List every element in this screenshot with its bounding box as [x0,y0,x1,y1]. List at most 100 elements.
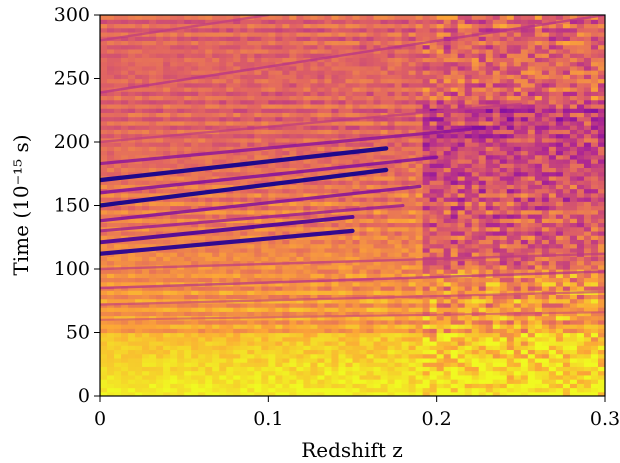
heatmap-cell [415,146,424,152]
heatmap-cell [191,86,199,92]
heatmap-cell [415,353,424,359]
heatmap-cell [450,247,459,253]
heatmap-cell [324,154,333,160]
heatmap-cell [366,116,375,122]
heatmap-cell [415,374,424,380]
heatmap-cell [121,311,129,317]
heatmap-cell [142,273,150,279]
heatmap-cell [212,307,220,312]
heatmap-cell [240,70,248,75]
heatmap-cell [240,349,248,355]
heatmap-cell [303,36,312,41]
heatmap-cell [191,277,199,283]
heatmap-cell [268,307,276,312]
heatmap-cell [408,277,417,283]
heatmap-cell [317,357,326,363]
heatmap-cell [107,95,115,101]
heatmap-cell [212,167,220,173]
heatmap-cell [240,222,248,228]
heatmap-cell [191,362,199,367]
heatmap-cell [450,15,459,20]
heatmap-cell [156,366,164,372]
heatmap-cell [373,150,382,156]
heatmap-cell [436,99,445,105]
heatmap-cell [219,154,227,160]
heatmap-cell [471,112,480,118]
heatmap-cell [443,213,452,219]
heatmap-cell [219,324,227,329]
heatmap-cell [240,332,248,338]
heatmap-cell [289,57,297,63]
heatmap-cell [282,142,290,147]
heatmap-cell [345,264,354,270]
heatmap-cell [443,239,452,245]
heatmap-cell [191,108,199,113]
heatmap-cell [352,235,361,240]
heatmap-cell [324,137,333,143]
heatmap-cell [352,70,361,75]
heatmap-cell [345,53,354,58]
heatmap-cell [394,175,403,181]
heatmap-cell [184,36,192,41]
heatmap-cell [170,57,178,63]
heatmap-cell [226,192,234,198]
heatmap-cell [331,137,340,143]
heatmap-cell [401,319,410,325]
heatmap-cell [296,184,304,190]
heatmap-cell [156,345,164,351]
heatmap-cell [443,133,452,139]
heatmap-cell [135,294,143,300]
heatmap-cell [401,120,410,126]
heatmap-cell [268,218,276,224]
heatmap-cell [149,44,157,50]
heatmap-cell [457,163,466,168]
heatmap-cell [247,197,255,202]
heatmap-cell [345,256,354,262]
heatmap-cell [401,48,410,54]
heatmap-cell [233,48,241,54]
heatmap-cell [422,222,431,228]
heatmap-cell [135,180,143,185]
heatmap-cell [457,336,466,342]
heatmap-cell [450,290,459,295]
heatmap-cell [296,205,304,211]
heatmap-cell [387,167,396,173]
heatmap-cell [394,226,403,232]
heatmap-cell [380,82,389,88]
heatmap-cell [366,61,375,67]
heatmap-cell [401,61,410,67]
heatmap-cell [289,167,297,173]
heatmap-cell [317,70,326,75]
heatmap-cell [401,387,410,393]
heatmap-cell [163,70,171,75]
heatmap-cell [142,209,150,215]
heatmap-cell [100,345,108,351]
heatmap-cell [247,44,255,50]
heatmap-cell [205,311,213,317]
heatmap-cell [289,40,297,46]
heatmap-cell [282,108,290,113]
heatmap-cell [128,298,136,304]
heatmap-cell [352,82,361,88]
heatmap-cell [282,379,290,384]
heatmap-cell [338,167,347,173]
heatmap-cell [205,302,213,308]
heatmap-cell [163,44,171,50]
heatmap-cell [324,95,333,101]
heatmap-cell [331,285,340,291]
heatmap-cell [471,19,480,25]
heatmap-cell [205,349,213,355]
heatmap-cell [247,167,255,173]
heatmap-cell [142,218,150,224]
heatmap-cell [128,315,136,321]
heatmap-cell [380,387,389,393]
heatmap-cell [205,269,213,274]
heatmap-cell [107,290,115,295]
heatmap-cell [373,366,382,372]
heatmap-cell [268,239,276,245]
heatmap-cell [240,370,248,376]
heatmap-cell [254,336,262,342]
heatmap-cell [142,91,150,97]
heatmap-cell [296,36,304,41]
heatmap-cell [177,319,185,325]
